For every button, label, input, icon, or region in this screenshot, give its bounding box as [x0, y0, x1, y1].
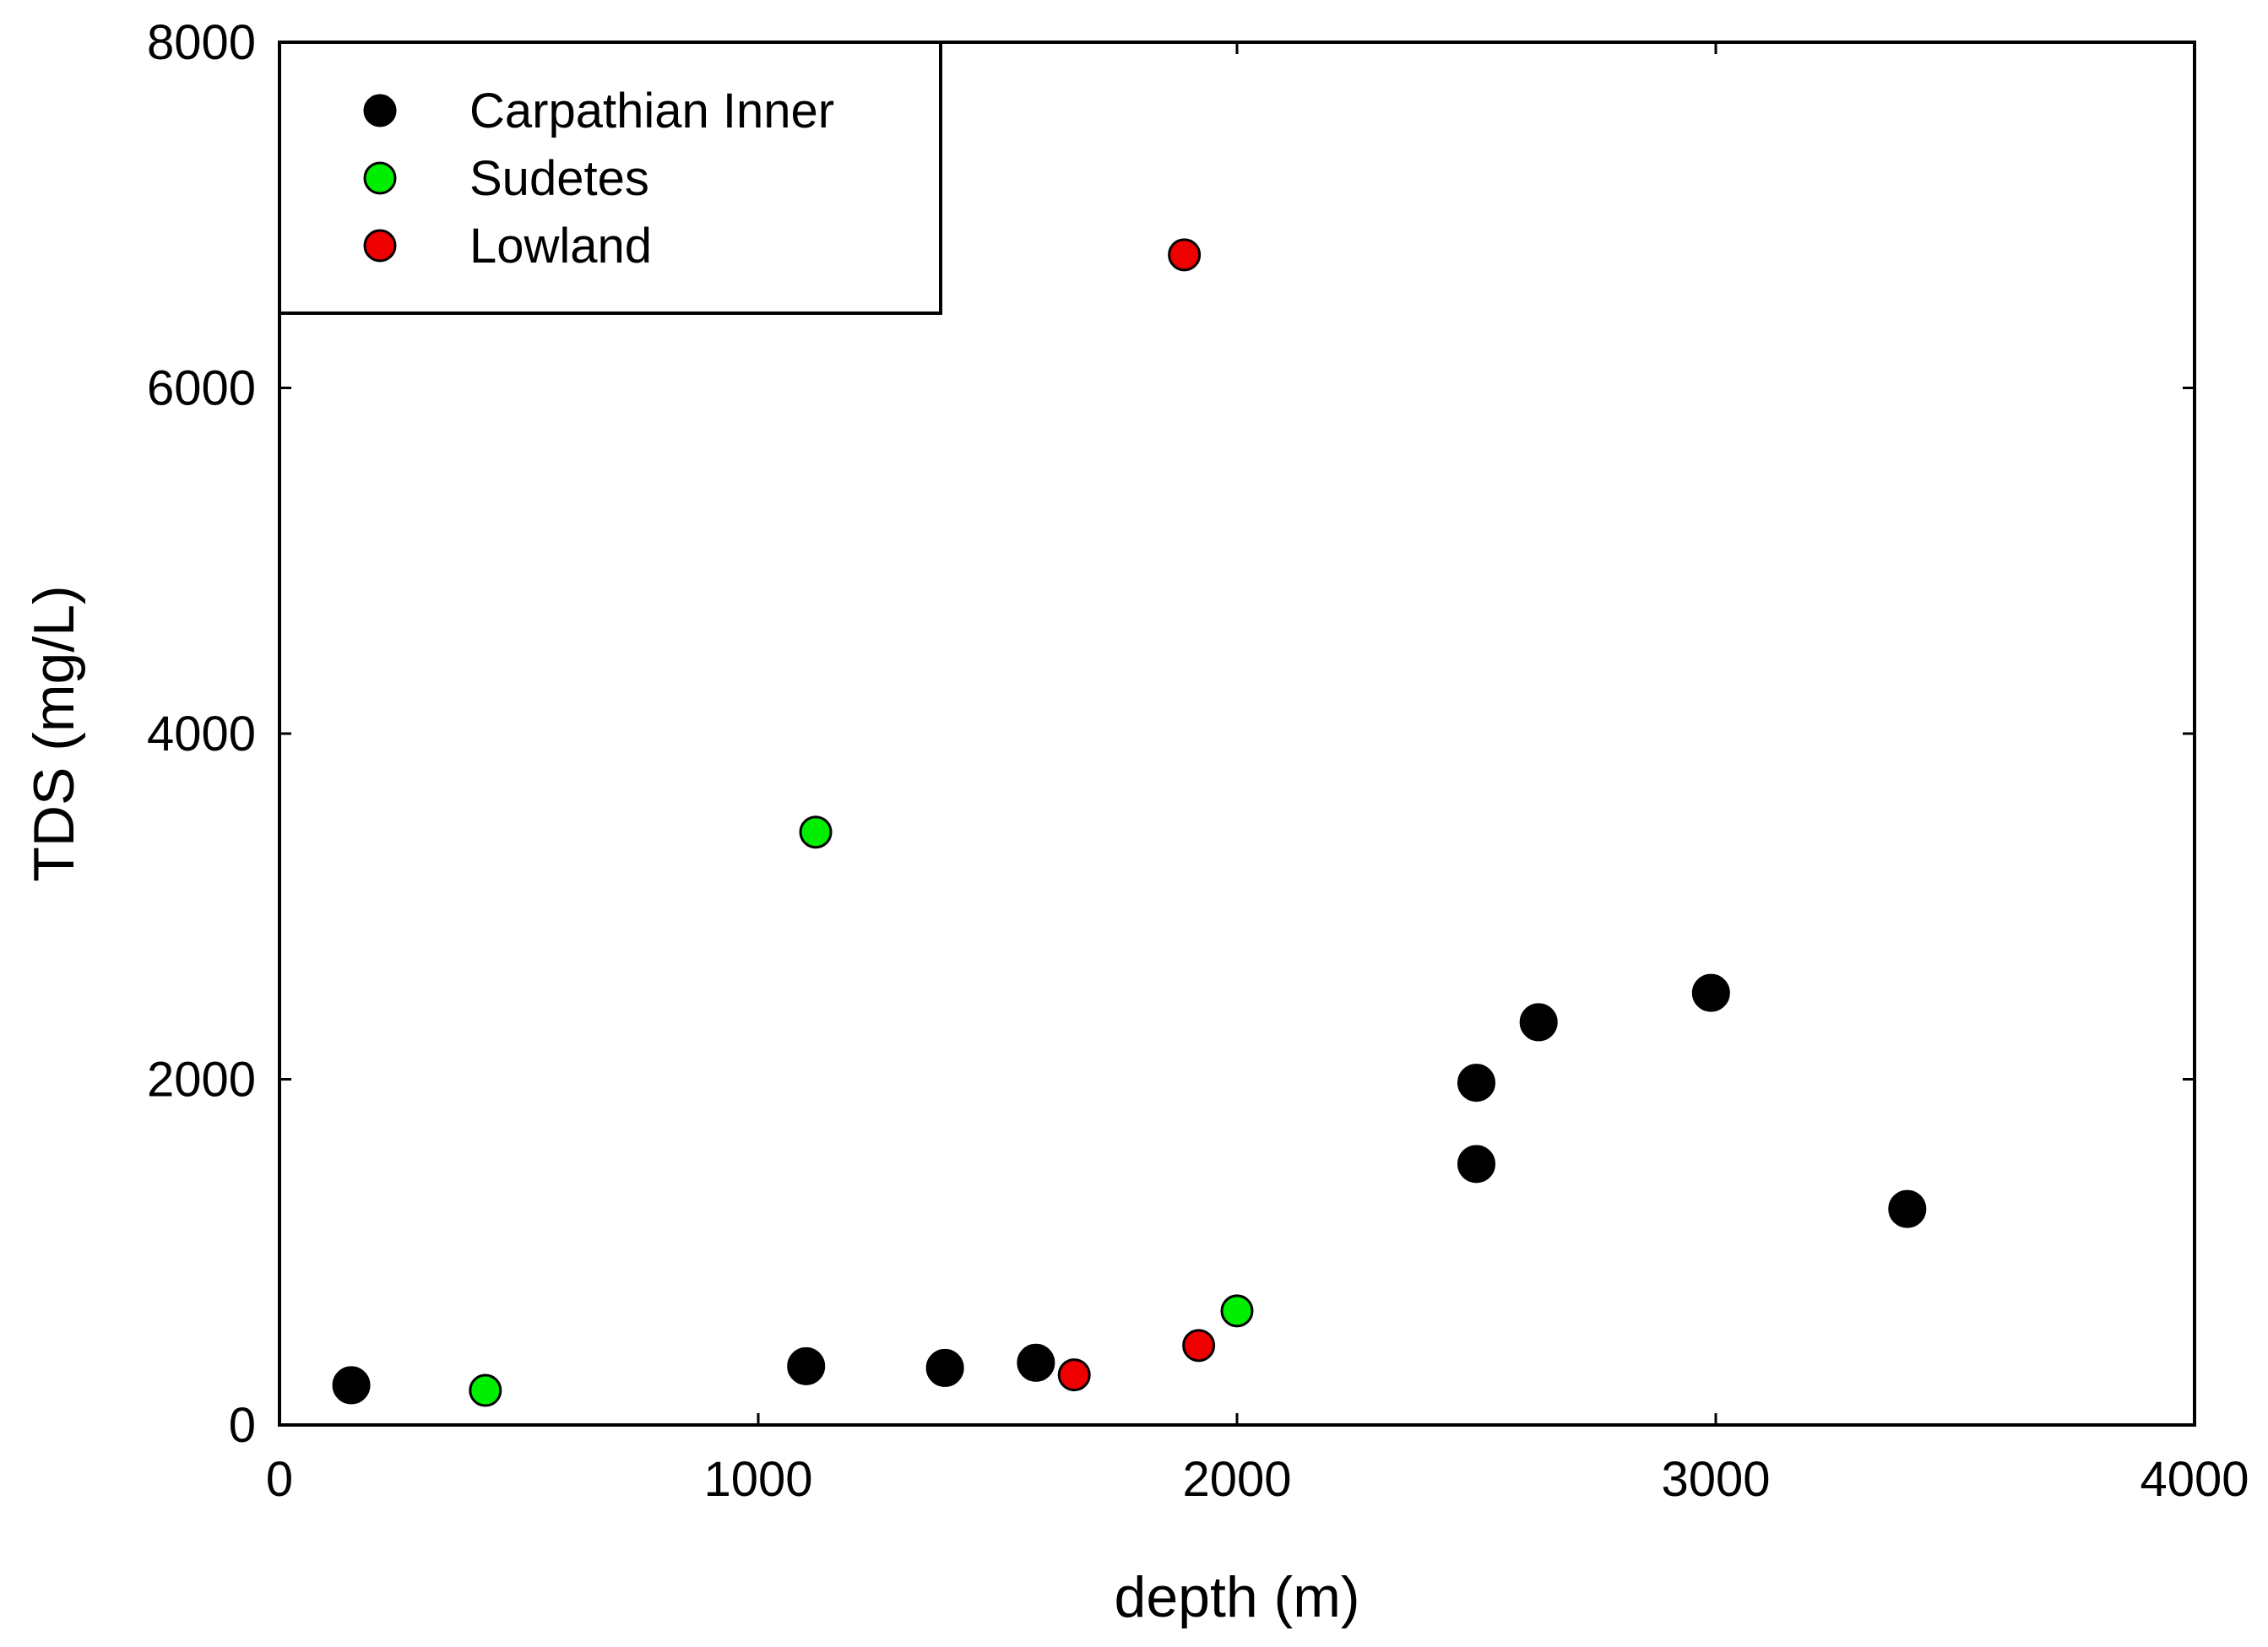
point-sudetes: [469, 1373, 502, 1407]
y-axis-title: TDS (mg/L): [22, 585, 86, 881]
point-carpathian-inner: [1519, 1003, 1558, 1042]
point-carpathian-inner: [332, 1366, 371, 1405]
legend-marker-carpathian-inner: [363, 94, 397, 127]
y-tick-label: 8000: [147, 15, 256, 70]
point-carpathian-inner: [787, 1346, 826, 1385]
x-tick-label: 1000: [703, 1452, 812, 1507]
point-carpathian-inner: [925, 1348, 964, 1387]
point-lowland: [1182, 1329, 1216, 1363]
point-carpathian-inner: [1457, 1064, 1495, 1103]
point-carpathian-inner: [1457, 1145, 1495, 1184]
y-tick-label: 4000: [147, 707, 256, 761]
point-sudetes: [799, 815, 833, 849]
legend-label-sudetes: Sudetes: [469, 151, 649, 206]
legend-marker-sudetes: [363, 161, 397, 195]
x-tick-label: 2000: [1182, 1452, 1291, 1507]
y-tick-label: 6000: [147, 361, 256, 416]
point-lowland: [1168, 238, 1202, 272]
x-axis-title: depth (m): [1115, 1565, 1360, 1629]
point-lowland: [1057, 1358, 1091, 1392]
x-tick-label: 3000: [1661, 1452, 1770, 1507]
point-carpathian-inner: [1691, 973, 1730, 1012]
legend-marker-lowland: [363, 229, 397, 263]
x-tick-label: 0: [266, 1452, 293, 1507]
legend-label-lowland: Lowland: [469, 219, 652, 274]
y-tick-label: 0: [229, 1398, 256, 1453]
legend-label-carpathian-inner: Carpathian Inner: [469, 84, 834, 138]
data-points: [332, 238, 1927, 1407]
axis-tick-labels: 0 1000 2000 3000 4000 0 2000 4000 6000 8000: [147, 15, 2249, 1507]
point-sudetes: [1220, 1294, 1254, 1328]
point-carpathian-inner: [1017, 1343, 1055, 1382]
point-carpathian-inner: [1888, 1189, 1927, 1228]
y-tick-label: 2000: [147, 1053, 256, 1108]
legend: Carpathian Inner Sudetes Lowland: [278, 41, 942, 315]
x-tick-label: 4000: [2140, 1452, 2249, 1507]
